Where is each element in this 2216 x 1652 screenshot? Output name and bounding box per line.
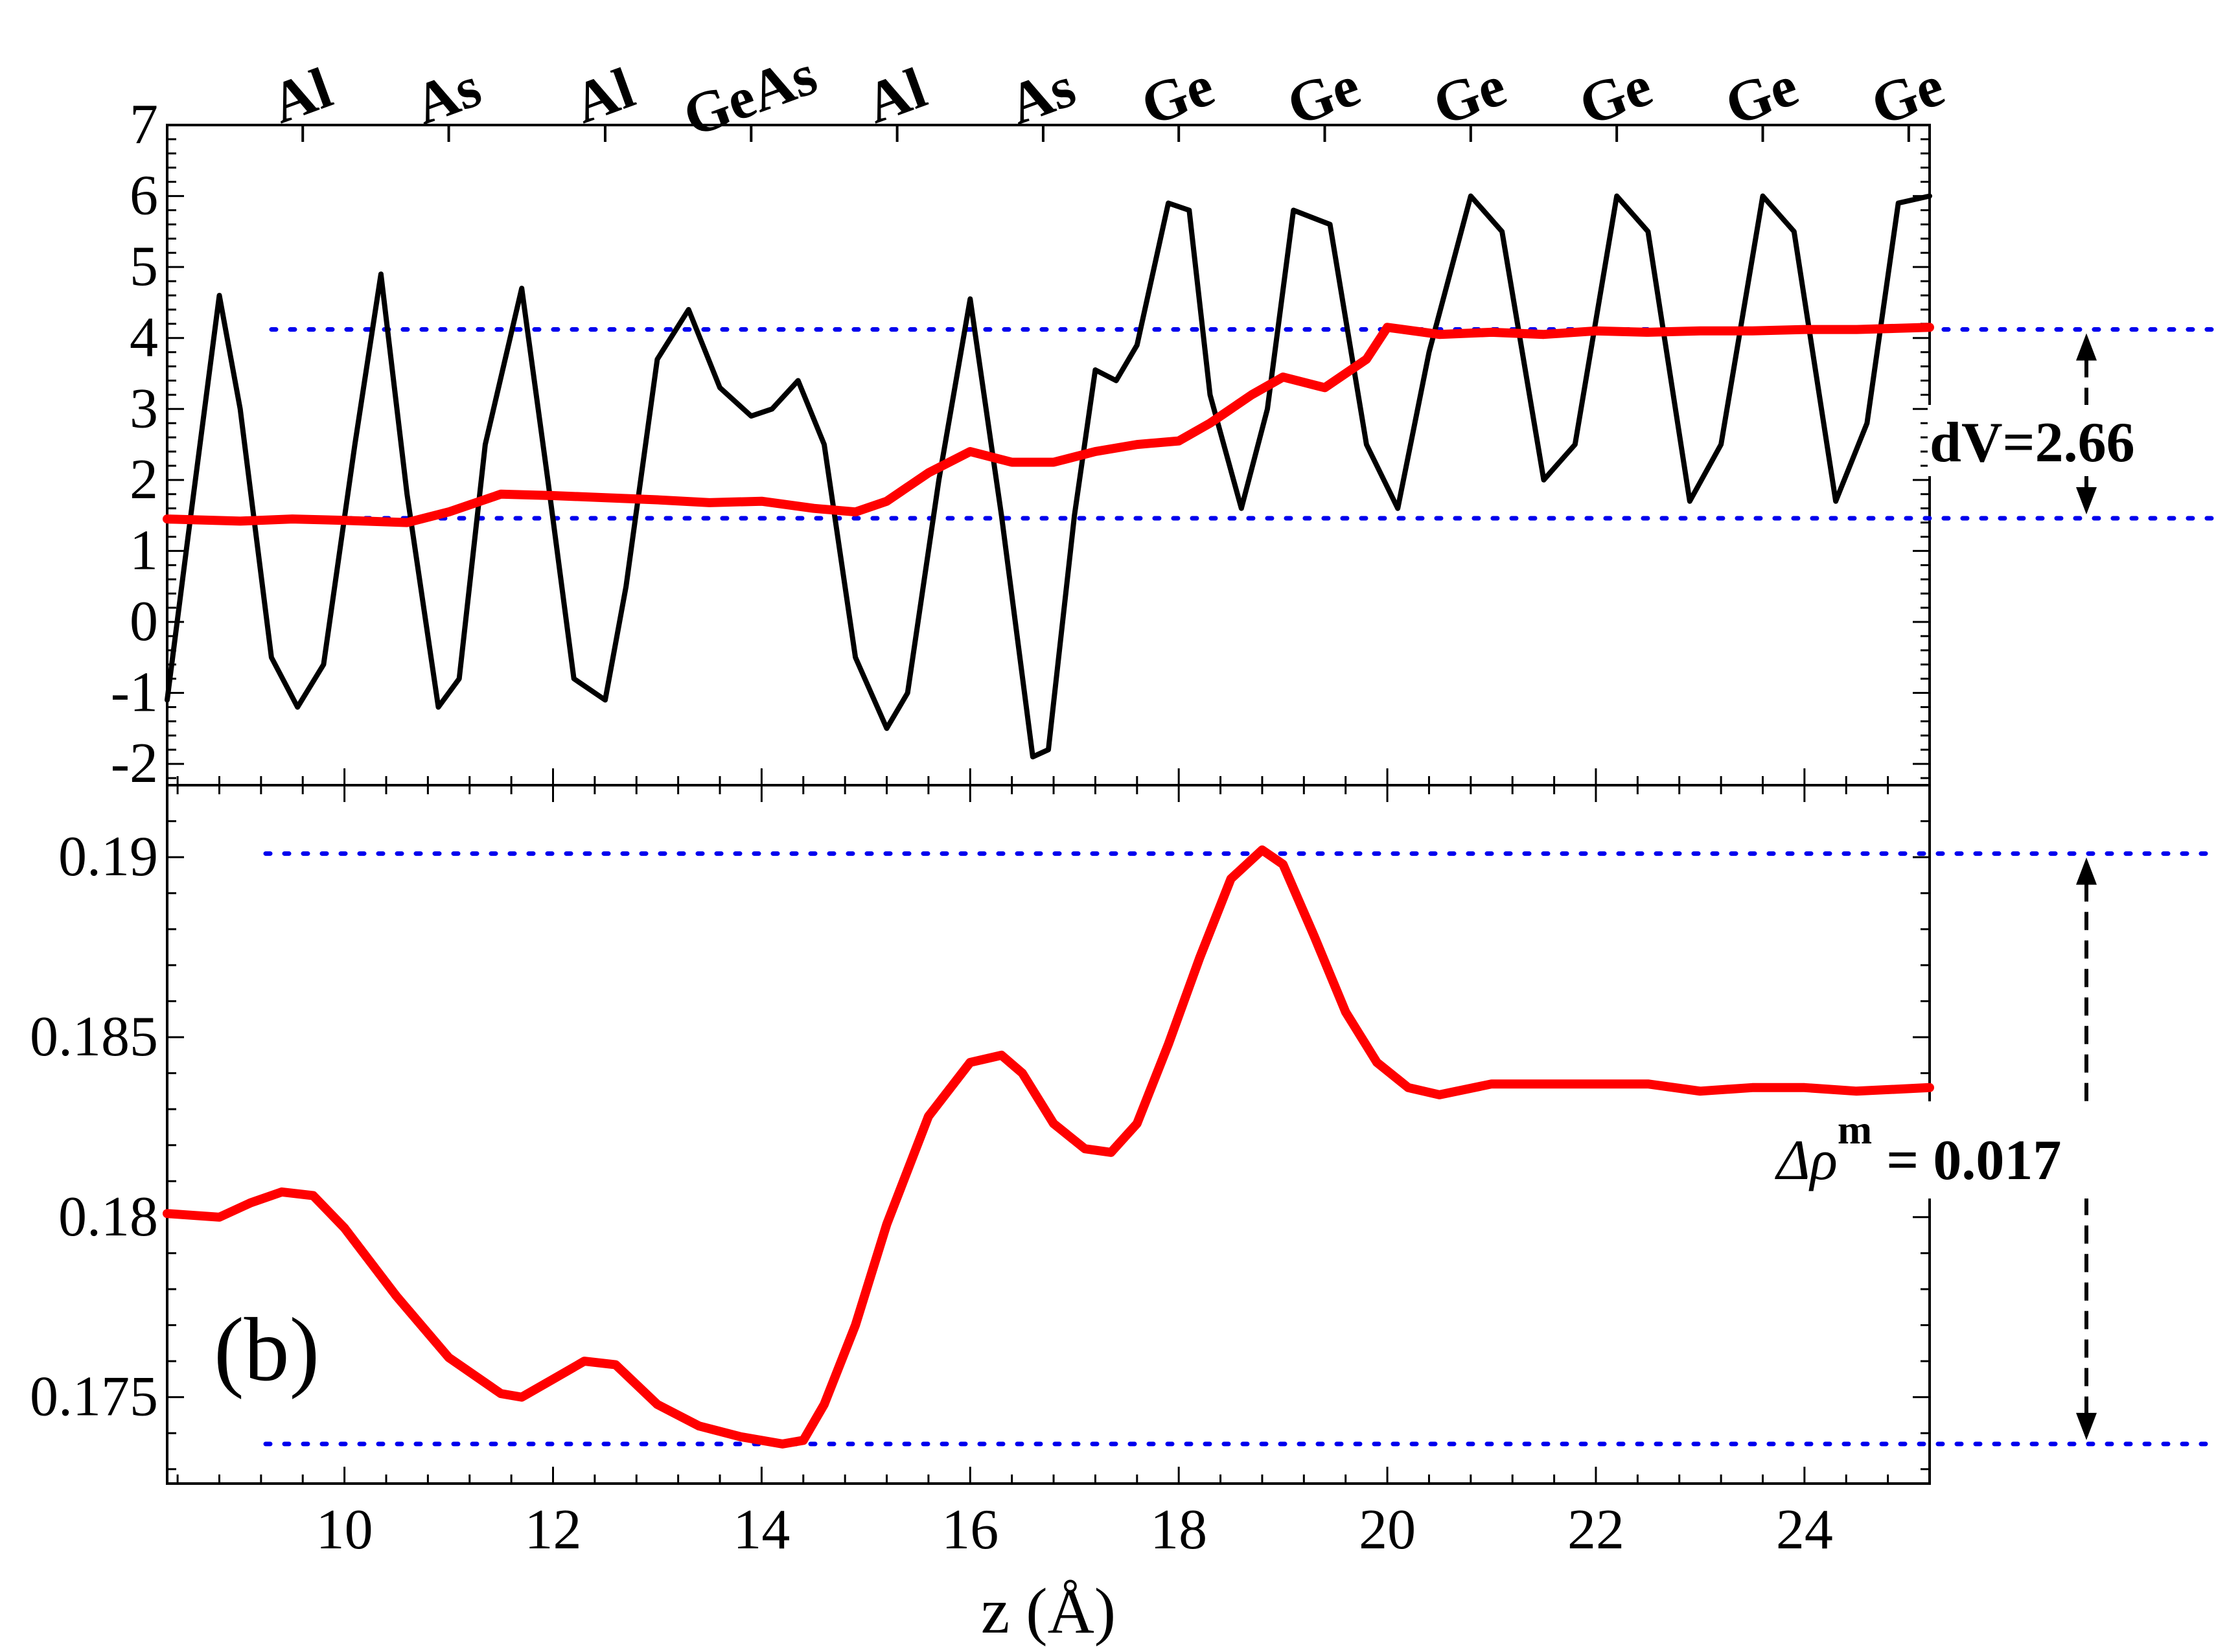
x-tick-label: 10 bbox=[316, 1498, 373, 1561]
bottom-panel-frame bbox=[166, 784, 1931, 1485]
y-tick-label: 0.175 bbox=[30, 1366, 158, 1428]
top-panel-frame bbox=[166, 124, 1931, 786]
y-tick-label: 4 bbox=[130, 306, 158, 369]
y-tick-label: 0.18 bbox=[58, 1186, 158, 1248]
x-tick-label: 16 bbox=[941, 1498, 998, 1561]
series-line-red bbox=[163, 323, 1934, 527]
x-tick-label: 18 bbox=[1150, 1498, 1207, 1561]
x-tick-label: 24 bbox=[1776, 1498, 1833, 1561]
drho-arrow-head-up bbox=[2076, 857, 2097, 885]
panel-label: (b) bbox=[214, 1300, 319, 1400]
x-tick-label: 20 bbox=[1359, 1498, 1416, 1561]
drho-superscript: m bbox=[1838, 1107, 1872, 1153]
y-tick-label: 7 bbox=[130, 93, 158, 156]
x-tick-label: 12 bbox=[525, 1498, 582, 1561]
x-tick-label: 14 bbox=[733, 1498, 790, 1561]
y-tick-label: 0.19 bbox=[58, 825, 158, 888]
annotation-backing bbox=[1775, 1101, 2177, 1199]
y-tick-label: 6 bbox=[130, 165, 158, 227]
x-tick-label: 22 bbox=[1567, 1498, 1624, 1561]
annotation-backing bbox=[1928, 405, 2213, 476]
dv-arrow-head-down bbox=[2076, 487, 2097, 515]
y-tick-label: 3 bbox=[130, 377, 158, 440]
dv-annotation: dV=2.66 bbox=[1930, 411, 2135, 474]
drho-value: = 0.017 bbox=[1872, 1129, 2061, 1192]
y-tick-label: 2 bbox=[130, 448, 158, 511]
series-line-red bbox=[163, 845, 1934, 1449]
y-tick-label: 0 bbox=[130, 590, 158, 653]
dv-arrow-head-up bbox=[2076, 333, 2097, 361]
y-tick-label: -1 bbox=[111, 661, 158, 724]
drho-arrow-head-down bbox=[2076, 1412, 2097, 1440]
drho-symbol: Δρ bbox=[1775, 1129, 1838, 1192]
series-line-black bbox=[165, 193, 1932, 760]
y-tick-label: -2 bbox=[111, 732, 158, 795]
y-tick-label: 1 bbox=[130, 519, 158, 582]
y-tick-label: 5 bbox=[130, 235, 158, 298]
drho-annotation: Δρm = 0.017 bbox=[1775, 1107, 2061, 1192]
y-tick-label: 0.185 bbox=[30, 1005, 158, 1068]
x-axis-label: z (Å) bbox=[981, 1575, 1116, 1647]
